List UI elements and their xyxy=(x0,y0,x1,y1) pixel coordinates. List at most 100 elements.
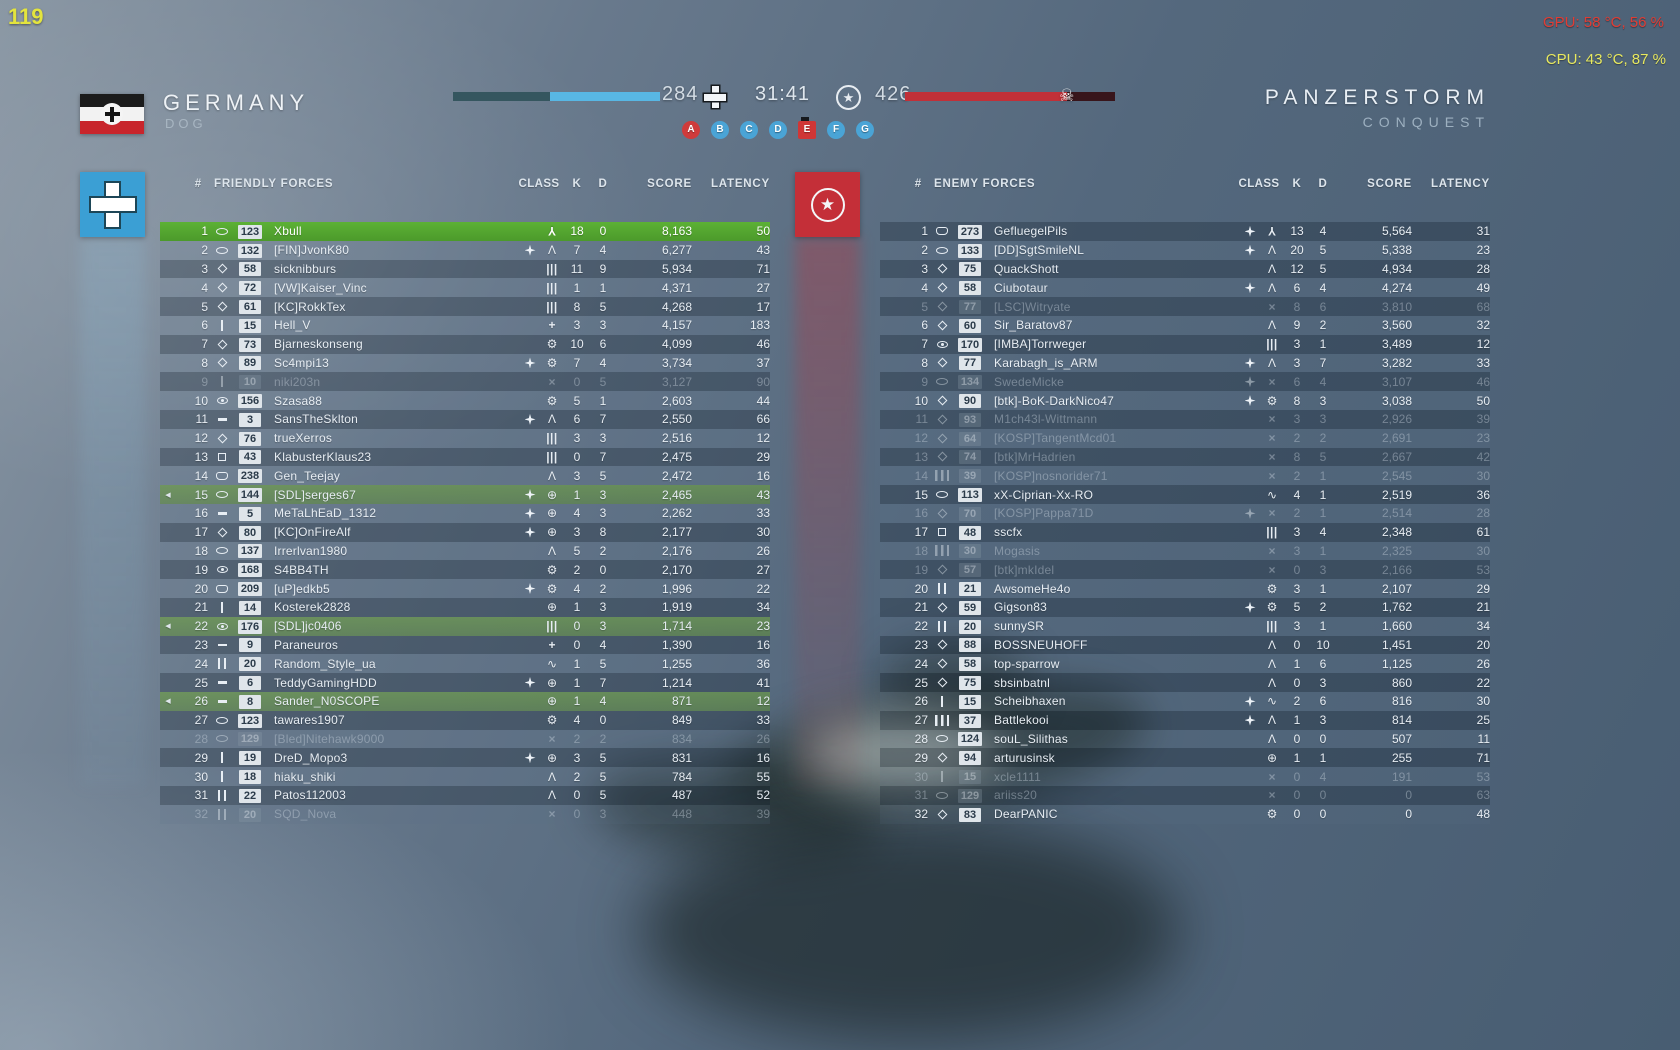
player-row[interactable]: 6 60 Sir_Baratov87 Λ 9 2 3,560 32 xyxy=(880,315,1490,335)
player-rank-number: 26 xyxy=(194,694,208,709)
player-row[interactable]: 24 58 top-sparrow Λ 1 6 1,125 26 xyxy=(880,654,1490,674)
player-row[interactable]: 5 61 [KC]RokkTex ||| 8 5 4,268 17 xyxy=(160,297,770,316)
kills-value: 3 xyxy=(1293,619,1301,634)
dead-class-icon: × xyxy=(1268,506,1276,521)
score-value: 784 xyxy=(671,769,692,784)
player-row[interactable]: 11 3 SansTheSklton Λ 6 7 2,550 66 xyxy=(160,409,770,429)
tanker-class-icon: ⚙ xyxy=(1266,807,1278,822)
kills-value: 8 xyxy=(1293,393,1301,408)
player-rank-number: 23 xyxy=(194,637,208,652)
player-row[interactable]: 17 80 [KC]OnFireAlf ⊕ 3 8 2,177 30 xyxy=(160,522,770,542)
player-row[interactable]: 27 37 Battlekooi Λ 1 3 814 25 xyxy=(880,710,1490,730)
player-row[interactable]: 32 83 DearPANIC ⚙ 0 0 0 48 xyxy=(880,804,1490,824)
player-row[interactable]: 14 238 Gen_Teejay Λ 3 5 2,472 16 xyxy=(160,466,770,486)
player-row[interactable]: 31 22 Patos112003 Λ 0 5 487 52 xyxy=(160,785,770,805)
player-level-badge: 70 xyxy=(954,506,986,521)
player-row[interactable]: 21 59 Gigson83 ⚙ 5 2 1,762 21 xyxy=(880,597,1490,617)
player-row[interactable]: 27 123 tawares1907 ⚙ 4 0 849 33 xyxy=(160,710,770,730)
player-row[interactable]: 14 39 [KOSP]nosnorider71 × 2 1 2,545 30 xyxy=(880,466,1490,486)
player-row[interactable]: 3 58 sicknibburs ||| 11 9 5,934 71 xyxy=(160,259,770,279)
latency-value: 28 xyxy=(1476,261,1490,276)
player-row[interactable]: 23 9 Paraneuros + 0 4 1,390 16 xyxy=(160,635,770,655)
player-row[interactable]: 25 6 TeddyGamingHDD ⊕ 1 7 1,214 41 xyxy=(160,673,770,692)
player-row[interactable]: 1 123 Xbull Y 18 0 8,163 50 xyxy=(160,222,770,241)
player-row[interactable]: 10 156 Szasa88 ⚙ 5 1 2,603 44 xyxy=(160,391,770,410)
iron-cross-roundel-icon xyxy=(101,103,123,125)
deaths-value: 7 xyxy=(599,675,607,690)
player-row[interactable]: 9 10 niki203n × 0 5 3,127 90 xyxy=(160,372,770,392)
latency-value: 30 xyxy=(1476,694,1490,709)
player-row[interactable]: 9 134 SwedeMicke × 6 4 3,107 46 xyxy=(880,372,1490,392)
player-row[interactable]: 25 75 sbsinbatnl Λ 0 3 860 22 xyxy=(880,673,1490,692)
assault-class-icon: Λ xyxy=(547,412,556,427)
player-row[interactable]: 26 15 Scheibhaxen ∿ 2 6 816 30 xyxy=(880,691,1490,711)
player-row[interactable]: ◀ 26 8 Sander_N0SCOPE ⊕ 1 4 871 12 xyxy=(160,691,770,711)
player-rank-number: 18 xyxy=(194,543,208,558)
player-row[interactable]: 3 75 QuackShott Λ 12 5 4,934 28 xyxy=(880,259,1490,279)
latency-value: 63 xyxy=(1476,788,1490,803)
player-row[interactable]: 28 129 [Bled]Nitehawk9000 × 2 2 834 26 xyxy=(160,729,770,749)
kills-value: 3 xyxy=(573,468,581,483)
player-row[interactable]: ◀ 15 144 [SDL]serges67 ⊕ 1 3 2,465 43 xyxy=(160,485,770,504)
latency-value: 183 xyxy=(749,318,770,333)
player-row[interactable]: 2 132 [FIN]JvonK80 Λ 7 4 6,277 43 xyxy=(160,240,770,260)
player-row[interactable]: 30 18 hiaku_shiki Λ 2 5 784 55 xyxy=(160,767,770,786)
player-row[interactable]: 20 21 AwsomeHe4o ⚙ 3 1 2,107 29 xyxy=(880,579,1490,598)
player-row[interactable]: 11 93 M1ch43l-Wittmann × 3 3 2,926 39 xyxy=(880,409,1490,429)
player-row[interactable]: 4 72 [VW]Kaiser_Vinc ||| 1 1 4,371 27 xyxy=(160,278,770,298)
player-row[interactable]: 6 15 Hell_V + 3 3 4,157 183 xyxy=(160,315,770,335)
player-row[interactable]: 28 124 souL_Silithas Λ 0 0 507 11 xyxy=(880,729,1490,749)
player-row[interactable]: 1 273 GefluegelPils Y 13 4 5,564 31 xyxy=(880,222,1490,241)
player-row[interactable]: 5 77 [LSC]Witryate × 8 6 3,810 68 xyxy=(880,297,1490,316)
player-name: Paraneuros xyxy=(274,637,339,652)
player-row[interactable]: 18 30 Mogasis × 3 1 2,325 30 xyxy=(880,541,1490,561)
player-row[interactable]: 8 77 Karabagh_is_ARM Λ 3 7 3,282 33 xyxy=(880,353,1490,373)
player-row[interactable]: 29 19 DreD_Mopo3 ⊕ 3 5 831 16 xyxy=(160,748,770,768)
player-row[interactable]: 17 48 sscfx ||| 3 4 2,348 61 xyxy=(880,522,1490,542)
player-row[interactable]: 21 14 Kosterek2828 ⊕ 1 3 1,919 34 xyxy=(160,597,770,617)
player-row[interactable]: 16 70 [KOSP]Pappa71D × 2 1 2,514 28 xyxy=(880,503,1490,523)
player-level-badge: 39 xyxy=(954,468,986,484)
column-header-latency: LATENCY xyxy=(1430,178,1490,190)
player-level-badge: 238 xyxy=(234,468,266,484)
score-value: 2,166 xyxy=(1381,562,1412,577)
player-row[interactable]: 8 89 Sc4mpi13 ⚙ 7 4 3,734 37 xyxy=(160,353,770,373)
player-row[interactable]: 24 20 Random_Style_ua ∿ 1 5 1,255 36 xyxy=(160,654,770,674)
player-row[interactable]: 7 73 Bjarneskonseng ⚙ 10 6 4,099 46 xyxy=(160,334,770,354)
player-rank-number: 29 xyxy=(914,750,928,765)
player-row[interactable]: 16 5 MeTaLhEaD_1312 ⊕ 4 3 2,262 33 xyxy=(160,503,770,523)
player-rank-number: 28 xyxy=(194,731,208,746)
player-row[interactable]: 29 94 arturusinsk ⊕ 1 1 255 71 xyxy=(880,748,1490,768)
latency-value: 30 xyxy=(756,525,770,540)
player-row[interactable]: 13 43 KlabusterKlaus23 ||| 0 7 2,475 29 xyxy=(160,447,770,467)
player-row[interactable]: 2 133 [DD]SgtSmileNL Λ 20 5 5,338 23 xyxy=(880,240,1490,260)
player-row[interactable]: 30 15 xcle1111 × 0 4 191 53 xyxy=(880,767,1490,786)
score-value: 1,919 xyxy=(661,600,692,615)
kills-value: 2 xyxy=(573,769,581,784)
player-name: [btk]-BoK-DarkNico47 xyxy=(994,393,1115,408)
player-row[interactable]: 32 20 SQD_Nova × 0 3 448 39 xyxy=(160,804,770,824)
player-row[interactable]: 7 170 [IMBA]Torrweger ||| 3 1 3,489 12 xyxy=(880,334,1490,354)
player-row[interactable]: 18 137 Irrerlvan1980 Λ 5 2 2,176 26 xyxy=(160,541,770,561)
latency-value: 22 xyxy=(756,581,770,596)
dead-class-icon: × xyxy=(1268,468,1276,483)
squad-leader-icon xyxy=(520,489,540,501)
player-row[interactable]: 10 90 [btk]-BoK-DarkNico47 ⚙ 8 3 3,038 5… xyxy=(880,391,1490,410)
objective-B: B xyxy=(711,121,729,139)
player-row[interactable]: 12 64 [KOSP]TangentMcd01 × 2 2 2,691 23 xyxy=(880,428,1490,448)
player-row[interactable]: 23 88 BOSSNEUHOFF Λ 0 10 1,451 20 xyxy=(880,635,1490,655)
player-row[interactable]: 19 168 S4BB4TH ⚙ 2 0 2,170 27 xyxy=(160,560,770,580)
player-rank-number: 12 xyxy=(914,431,928,446)
tanker-class-icon: ⚙ xyxy=(546,393,558,408)
latency-value: 29 xyxy=(1476,581,1490,596)
player-row[interactable]: 20 209 [uP]edkb5 ⚙ 4 2 1,996 22 xyxy=(160,579,770,598)
player-row[interactable]: 13 74 [btk]MrHadrien × 8 5 2,667 42 xyxy=(880,447,1490,467)
player-row[interactable]: 12 76 trueXerros ||| 3 3 2,516 12 xyxy=(160,428,770,448)
player-row[interactable]: 15 113 xX-Ciprian-Xx-RO ∿ 4 1 2,519 36 xyxy=(880,485,1490,504)
player-row[interactable]: 22 20 sunnySR ||| 3 1 1,660 34 xyxy=(880,616,1490,636)
player-row[interactable]: 19 57 [btk]mkIdel × 0 3 2,166 53 xyxy=(880,560,1490,580)
player-row[interactable]: 4 58 Ciubotaur Λ 6 4 4,274 49 xyxy=(880,278,1490,298)
player-row[interactable]: ◀ 22 176 [SDL]jc0406 ||| 0 3 1,714 23 xyxy=(160,616,770,636)
bar2-rank-icon xyxy=(930,620,954,632)
player-row[interactable]: 31 129 ariiss20 × 0 0 0 63 xyxy=(880,785,1490,805)
